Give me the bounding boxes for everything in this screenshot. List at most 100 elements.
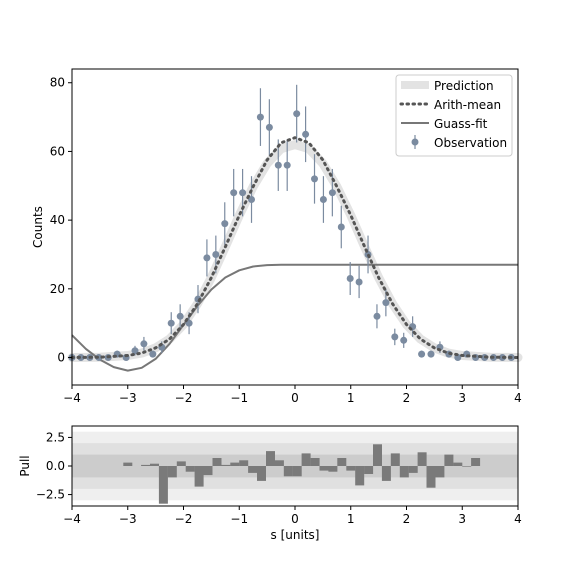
- gauss-fit-line: [71, 263, 518, 372]
- observation-marker: [221, 220, 229, 228]
- pull-x-tick-label: −2: [175, 512, 193, 526]
- observation-point: [230, 168, 238, 217]
- legend-observation-label: Observation: [434, 136, 507, 150]
- observation-marker: [427, 350, 435, 358]
- legend-frame: [395, 74, 513, 157]
- pull-bar: [417, 452, 427, 466]
- pull-bar: [301, 453, 311, 466]
- pull-x-tick-label: −4: [63, 512, 81, 526]
- observation-marker: [328, 189, 336, 197]
- main-y-tick-label: 80: [50, 76, 65, 90]
- pull-bar: [373, 444, 382, 466]
- pull-bar: [230, 462, 240, 466]
- observation-point: [131, 345, 139, 356]
- main-y-tick-label: 40: [50, 213, 65, 227]
- main-x-tick-label: 0: [291, 391, 299, 405]
- observation-marker: [131, 347, 139, 355]
- observation-point: [293, 84, 301, 143]
- observation-marker: [391, 333, 399, 341]
- observation-point: [328, 168, 336, 217]
- observation-marker: [176, 312, 184, 320]
- observation-point: [140, 336, 148, 351]
- observation-point: [373, 304, 381, 329]
- pull-bar: [194, 466, 204, 487]
- pull-bar: [471, 458, 481, 466]
- observation-marker: [167, 319, 175, 327]
- observation-marker: [230, 189, 238, 197]
- pull-y-axis-label: Pull: [18, 455, 32, 476]
- observation-point: [337, 205, 345, 249]
- observation-point: [176, 304, 184, 329]
- observation-point: [203, 239, 211, 277]
- pull-bar: [453, 462, 463, 466]
- legend-gauss-fit-label: Guass-fit: [434, 117, 488, 131]
- observation-marker: [382, 299, 390, 307]
- legend-observation-marker: [411, 138, 419, 146]
- main-x-tick-label: −3: [119, 391, 137, 405]
- observation-marker: [256, 113, 264, 121]
- observation-point: [248, 176, 255, 223]
- pull-y-tick-label: 2.5: [46, 430, 65, 444]
- observation-marker: [400, 336, 408, 344]
- legend-arith-mean-label: Arith-mean: [434, 98, 501, 112]
- arith-mean-line: [70, 136, 520, 359]
- observation-marker: [302, 130, 310, 138]
- main-x-tick-label: −4: [63, 391, 81, 405]
- observation-point: [302, 106, 310, 163]
- observation-point: [427, 350, 435, 358]
- observation-point: [311, 154, 318, 204]
- pull-bar: [435, 466, 445, 478]
- observation-marker: [311, 175, 318, 183]
- observation-marker: [248, 196, 255, 203]
- pull-bar: [176, 461, 186, 466]
- pull-bar: [123, 462, 133, 466]
- observation-marker: [319, 196, 327, 203]
- pull-bar: [426, 466, 436, 488]
- pull-bar: [364, 466, 374, 474]
- observation-point: [256, 88, 264, 146]
- observation-point: [346, 262, 354, 296]
- observation-point: [221, 202, 229, 245]
- main-plot-panel: −4 −3 −2 −1 0 1 2 3 4 0 20 40 60 80 Counts Predictio…: [31, 68, 523, 405]
- pull-y-tick-label: −2.5: [36, 488, 65, 502]
- observation-marker: [373, 312, 381, 320]
- pull-bar: [292, 466, 302, 477]
- observation-marker: [140, 340, 148, 348]
- pull-bar: [150, 463, 159, 466]
- pull-bar: [390, 453, 400, 466]
- observation-point: [355, 265, 363, 299]
- pull-bar: [266, 451, 275, 466]
- observation-point: [391, 328, 399, 346]
- main-y-tick-label: 60: [50, 144, 65, 158]
- pull-bar: [221, 464, 231, 466]
- observation-point: [167, 312, 175, 335]
- observation-point: [283, 139, 291, 191]
- observation-marker: [203, 254, 211, 262]
- pull-bar: [346, 466, 356, 471]
- pull-x-tick-label: −1: [230, 512, 248, 526]
- pull-x-tick-label: 4: [514, 512, 522, 526]
- main-y-tick-label: 0: [57, 351, 65, 365]
- pull-bar: [141, 464, 151, 466]
- observation-point: [319, 176, 327, 223]
- pull-x-tick-label: 1: [347, 512, 355, 526]
- main-x-tick-label: 1: [347, 391, 355, 405]
- pull-bar: [462, 466, 472, 467]
- observation-marker: [346, 275, 354, 282]
- observation-marker: [283, 161, 291, 169]
- observation-point: [418, 350, 426, 358]
- pull-bar: [239, 460, 249, 466]
- observation-marker: [149, 350, 157, 358]
- pull-bar: [283, 466, 293, 477]
- pull-bar: [203, 466, 213, 476]
- main-x-tick-label: −2: [175, 391, 193, 405]
- main-y-tick-label: 20: [50, 282, 65, 296]
- pull-bar: [328, 466, 338, 472]
- pull-plot-panel: −4 −3 −2 −1 0 1 2 3 4 −2.5 0.0 2.5 Pull s [units]: [18, 425, 522, 542]
- observation-point: [149, 350, 157, 358]
- main-x-tick-label: 2: [403, 391, 411, 405]
- observation-marker: [265, 123, 273, 131]
- pull-x-tick-label: 3: [458, 512, 466, 526]
- main-x-tick-label: 4: [514, 391, 522, 405]
